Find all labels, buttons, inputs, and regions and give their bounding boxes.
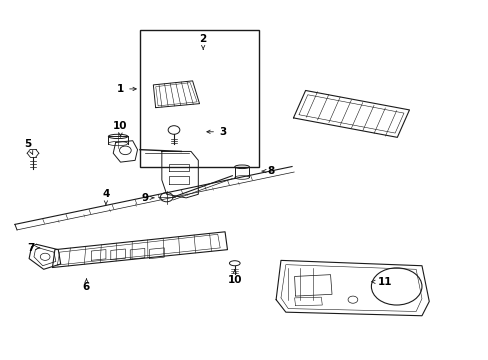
Text: 6: 6 (82, 279, 90, 292)
Text: 9: 9 (141, 193, 154, 203)
Text: 7: 7 (27, 243, 40, 253)
Bar (140, 30, 259, 167)
Text: 3: 3 (206, 127, 226, 137)
Text: 4: 4 (102, 189, 109, 205)
Text: 2: 2 (199, 34, 206, 49)
Text: 10: 10 (227, 269, 242, 285)
Text: 5: 5 (24, 139, 33, 155)
Text: 10: 10 (113, 121, 127, 137)
Text: 1: 1 (117, 84, 136, 94)
Text: 8: 8 (262, 166, 274, 176)
Text: 11: 11 (371, 277, 392, 287)
